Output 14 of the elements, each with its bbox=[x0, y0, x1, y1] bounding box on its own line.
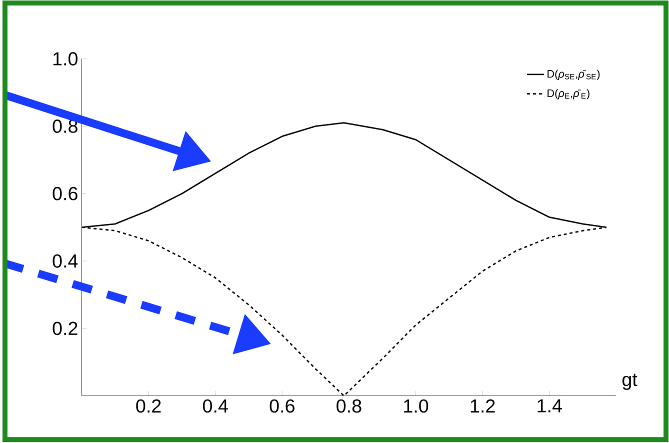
x-tick-label: 1.4 bbox=[538, 399, 562, 412]
x-tick-label: 0.4 bbox=[202, 399, 228, 413]
y-tick-label: 0.6 bbox=[52, 187, 78, 200]
x-axis-title: gt bbox=[622, 374, 638, 390]
y-tick-label: 0.4 bbox=[52, 254, 78, 268]
y-tick-label: 1.0 bbox=[53, 52, 78, 66]
x-tick-label: 0.2 bbox=[136, 399, 161, 413]
x-tick-label: 1.0 bbox=[404, 399, 428, 413]
legend-label: D(ρ$_{E}$,ρ̄$_{E}$) bbox=[548, 89, 590, 100]
legend-label: D(ρ$_{SE}$,ρ̄$_{SE}$) bbox=[548, 70, 600, 80]
x-tick-label: 1.2 bbox=[470, 399, 495, 413]
x-tick-label: 0.6 bbox=[270, 399, 294, 413]
y-tick-label: 0.2 bbox=[52, 322, 78, 336]
x-tick-label: 0.8 bbox=[336, 399, 362, 413]
